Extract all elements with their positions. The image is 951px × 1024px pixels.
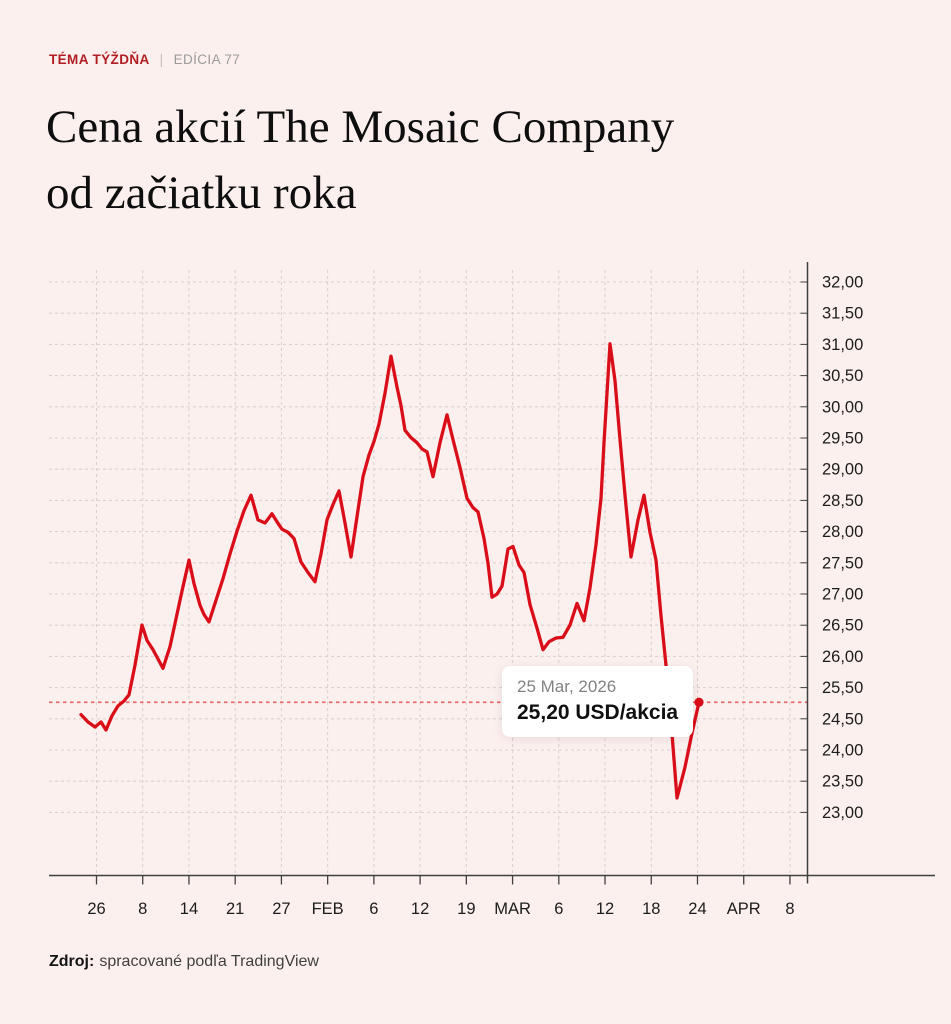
page-title-line2: od začiatku roka — [46, 167, 357, 219]
x-axis-label: 12 — [596, 900, 614, 918]
x-axis-label: 8 — [138, 900, 147, 918]
x-axis-label: 18 — [642, 900, 660, 918]
last-price-dot — [694, 697, 704, 707]
y-axis-label: 27,00 — [822, 586, 863, 604]
kicker: TÉMA TÝŽDŇA | EDÍCIA 77 — [49, 52, 240, 67]
tooltip-date: 25 Mar, 2026 — [517, 677, 617, 696]
source-label: Zdroj: — [49, 953, 95, 970]
kicker-theme: TÉMA TÝŽDŇA — [49, 52, 150, 67]
kicker-edition: EDÍCIA 77 — [173, 52, 241, 67]
y-axis-label: 26,00 — [822, 648, 863, 666]
x-axis-label: 6 — [369, 900, 378, 918]
y-axis-label: 30,00 — [822, 398, 863, 416]
y-axis-label: 29,50 — [822, 430, 863, 448]
x-axis-label: APR — [727, 900, 761, 918]
x-axis-label: 19 — [457, 900, 475, 918]
y-axis-label: 31,00 — [822, 336, 863, 354]
y-axis-label: 28,50 — [822, 492, 863, 510]
y-axis-label: 23,00 — [822, 804, 863, 822]
y-axis-label: 29,00 — [822, 461, 863, 479]
x-axis-label: 24 — [688, 900, 706, 918]
x-axis-label: FEB — [312, 900, 344, 918]
x-axis-label: 27 — [272, 900, 290, 918]
source-text: spracované podľa TradingView — [99, 953, 319, 970]
page-title: Cena akcií The Mosaic Company od začiatk… — [46, 94, 674, 226]
x-axis-label: 26 — [87, 900, 105, 918]
x-axis-label: 12 — [411, 900, 429, 918]
x-axis-label: 6 — [554, 900, 563, 918]
x-axis-label: 8 — [785, 900, 794, 918]
tooltip-value: 25,20 USD/akcia — [517, 701, 679, 724]
y-axis-label: 32,00 — [822, 274, 863, 292]
y-axis-label: 24,00 — [822, 742, 863, 760]
kicker-separator: | — [159, 52, 164, 67]
y-axis-label: 31,50 — [822, 305, 863, 323]
x-axis-label: MAR — [494, 900, 531, 918]
y-axis-label: 30,50 — [822, 367, 863, 385]
y-axis-label: 26,50 — [822, 617, 863, 635]
crosshair-tooltip: 25 Mar, 2026 25,20 USD/akcia — [502, 666, 694, 737]
y-axis-label: 28,00 — [822, 523, 863, 541]
y-axis-label: 24,50 — [822, 710, 863, 728]
y-axis-label: 23,50 — [822, 773, 863, 791]
y-axis-label: 27,50 — [822, 554, 863, 572]
price-line-series — [79, 342, 701, 800]
source-line: Zdroj: spracované podľa TradingView — [49, 953, 319, 971]
x-axis-label: 21 — [226, 900, 244, 918]
y-axis-label: 25,50 — [822, 679, 863, 697]
page-title-line1: Cena akcií The Mosaic Company — [46, 101, 675, 153]
x-axis-label: 14 — [180, 900, 198, 918]
